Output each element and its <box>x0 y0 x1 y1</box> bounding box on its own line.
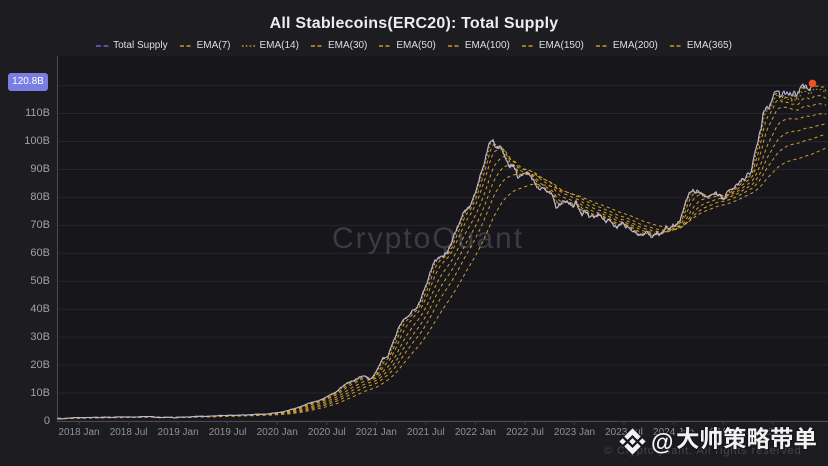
svg-text:CryptoQuant: CryptoQuant <box>332 222 524 255</box>
